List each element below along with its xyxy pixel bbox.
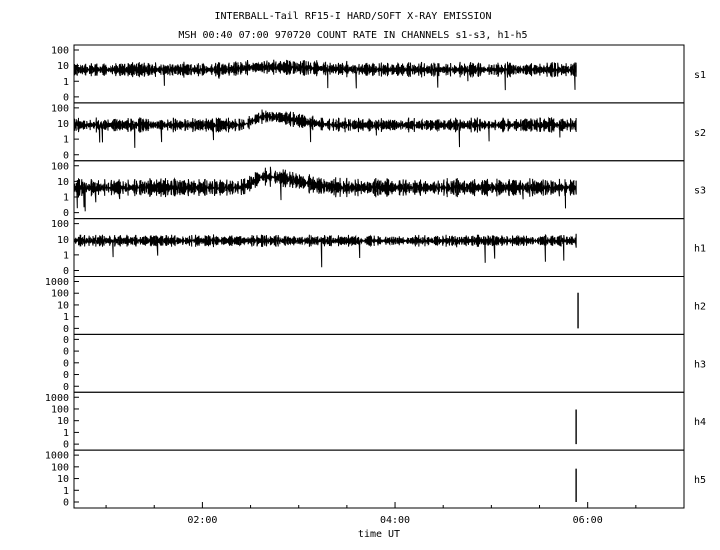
- panel-frame: [73, 218, 685, 277]
- y-tick-label: 1000: [45, 393, 69, 404]
- y-tick-label: 1: [63, 428, 69, 439]
- x-tick-label: 02:00: [187, 515, 217, 526]
- y-tick-label: 1: [63, 250, 69, 261]
- y-tick-label: 0: [63, 324, 69, 335]
- channel-label-s3: s3: [694, 186, 706, 197]
- y-tick-label: 0: [63, 440, 69, 451]
- y-tick-label: 100: [51, 462, 69, 473]
- y-tick-label: 1: [63, 135, 69, 146]
- x-tick-label: 04:00: [380, 515, 410, 526]
- chart-title: INTERBALL-Tail RF15-I HARD/SOFT X-RAY EM…: [215, 11, 492, 22]
- series-trace-s2: [73, 109, 577, 148]
- y-tick-label: 0: [63, 92, 69, 103]
- y-tick-label: 0: [63, 208, 69, 219]
- y-tick-label: 0: [63, 347, 69, 358]
- channel-label-h2: h2: [694, 301, 706, 312]
- y-tick-label: 1: [63, 77, 69, 88]
- x-axis-label: time UT: [358, 529, 400, 540]
- x-axis: 02:00 04:00 06:00: [105, 502, 685, 526]
- y-tick-label: 10: [57, 235, 69, 246]
- y-tick-label: 10: [57, 61, 69, 72]
- panel-stack: 1001010s11001010s21001010s31001010h11000…: [45, 44, 706, 509]
- y-tick-label: 10: [57, 119, 69, 130]
- y-tick-label: 1: [63, 193, 69, 204]
- channel-label-s1: s1: [694, 70, 706, 81]
- series-trace-s3: [73, 166, 577, 212]
- y-tick-label: 100: [51, 161, 69, 172]
- y-tick-label: 0: [63, 358, 69, 369]
- y-tick-label: 0: [63, 266, 69, 277]
- panel-frame: [73, 276, 685, 335]
- panel-frame: [73, 333, 685, 393]
- y-tick-label: 100: [51, 46, 69, 57]
- channel-label-h4: h4: [694, 417, 706, 428]
- channel-label-s2: s2: [694, 128, 706, 139]
- y-tick-label: 10: [57, 416, 69, 427]
- panel-frame: [73, 391, 685, 451]
- y-tick-label: 1000: [45, 451, 69, 462]
- y-tick-label: 1000: [45, 277, 69, 288]
- channel-label-h5: h5: [694, 475, 706, 486]
- y-tick-label: 10: [57, 177, 69, 188]
- x-tick-label: 06:00: [573, 515, 603, 526]
- series-trace-h1: [73, 234, 577, 268]
- y-tick-label: 100: [51, 404, 69, 415]
- y-tick-label: 100: [51, 289, 69, 300]
- y-tick-label: 0: [63, 335, 69, 346]
- y-tick-label: 100: [51, 219, 69, 230]
- y-tick-label: 1: [63, 312, 69, 323]
- panel-frame: [73, 102, 685, 162]
- y-tick-label: 0: [63, 370, 69, 381]
- y-tick-label: 100: [51, 103, 69, 114]
- y-tick-label: 10: [57, 300, 69, 311]
- panel-frame: [73, 449, 685, 509]
- chart-subtitle: MSH 00:40 07:00 970720 COUNT RATE IN CHA…: [178, 30, 527, 41]
- y-tick-label: 0: [63, 150, 69, 161]
- y-tick-label: 10: [57, 474, 69, 485]
- series-trace-s1: [73, 59, 577, 91]
- y-tick-label: 0: [63, 498, 69, 509]
- y-tick-label: 1: [63, 486, 69, 497]
- y-tick-label: 0: [63, 382, 69, 393]
- channel-label-h1: h1: [694, 244, 706, 255]
- channel-label-h3: h3: [694, 359, 706, 370]
